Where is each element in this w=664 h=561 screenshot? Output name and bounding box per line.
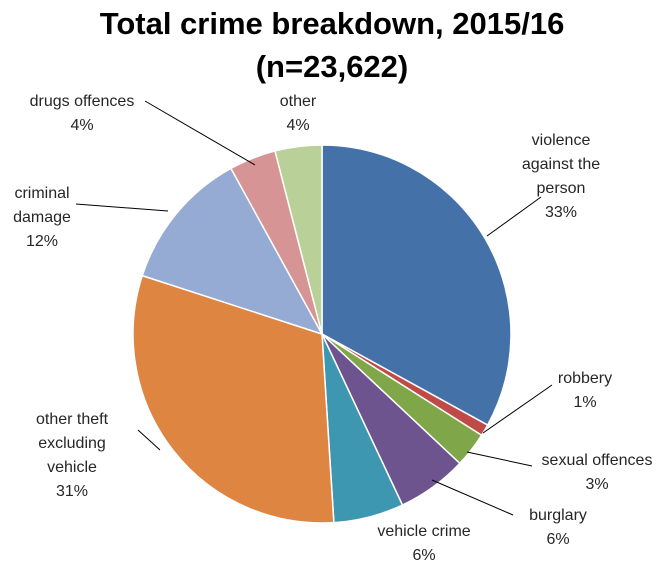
leader-line-violence-against-the-person <box>486 196 542 237</box>
slice-label-robbery: robbery 1% <box>558 370 612 411</box>
slice-label-sexual-offences: sexual offences 3% <box>542 452 653 493</box>
pie-slice-other <box>274 144 323 335</box>
slice-labels: violence against the person 33% robbery 1% sex… <box>13 93 652 561</box>
leader-line-sexual-offences <box>466 451 533 467</box>
slice-label-criminal-damage: criminal damage 12% <box>13 185 71 250</box>
leader-line-other-theft-excluding-vehicle <box>137 429 161 451</box>
slice-label-other-theft-excluding-vehicle: other theft excluding vehicle 31% <box>36 411 109 500</box>
slice-label-burglary: burglary 6% <box>529 507 587 548</box>
chart-subtitle: (n=23,622) <box>255 49 409 84</box>
leader-line-drugs-offences <box>144 100 256 166</box>
chart-title: Total crime breakdown, 2015/16 <box>99 6 565 41</box>
leader-line-criminal-damage <box>75 203 169 212</box>
pie-slice-other-theft-excluding-vehicle <box>132 274 335 524</box>
slice-label-vehicle-crime: vehicle crime 6% <box>377 523 470 561</box>
pie-slices <box>132 144 512 524</box>
slice-label-violence-against-the-person: violence against the person 33% <box>522 132 600 221</box>
leader-lines <box>75 100 553 516</box>
slice-label-drugs-offences: drugs offences 4% <box>30 93 135 134</box>
pie-slice-criminal-damage <box>141 167 324 336</box>
leader-line-robbery <box>482 384 553 434</box>
pie-slice-violence-against-the-person <box>321 144 512 427</box>
slice-label-other: other 4% <box>280 93 317 134</box>
leader-line-burglary <box>431 479 514 516</box>
